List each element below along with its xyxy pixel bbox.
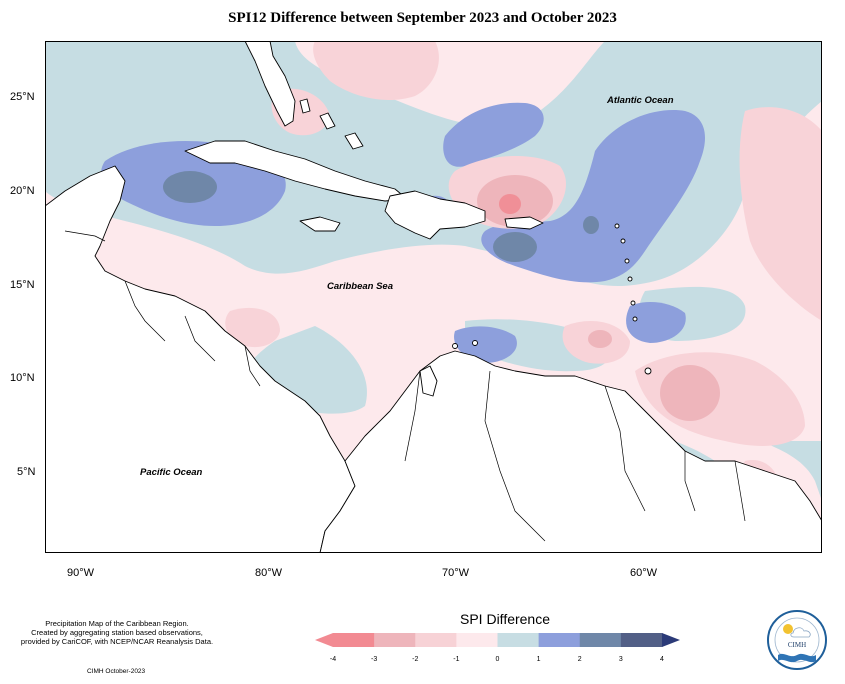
legend-tick-label: 0 — [496, 656, 500, 663]
positive-3-areas — [163, 171, 599, 262]
legend-title: SPI Difference — [460, 611, 551, 627]
x-label-70w: 70°W — [442, 567, 470, 579]
legend-tick-label: 1 — [537, 656, 541, 663]
hispaniola-land — [384, 190, 486, 240]
negative-4-areas — [499, 194, 521, 214]
notes-line-2: Created by aggregating station based obs… — [31, 628, 203, 637]
legend-arrow-low — [315, 633, 333, 647]
legend-swatch — [538, 633, 581, 647]
land-outlines — [45, 41, 822, 553]
y-label-10n: 10°N — [10, 372, 35, 384]
legend-swatch — [415, 633, 457, 647]
puerto-rico-land — [504, 216, 544, 230]
legend-tick-label: 2 — [578, 656, 582, 663]
cloud-icon — [790, 627, 811, 638]
x-label-90w: 90°W — [67, 567, 95, 579]
spi-color-legend: -4 -3 -2 -1 0 1 2 3 4 — [315, 633, 680, 663]
notes-line-3: provided by CariCOF, with NCEP/NCAR Rean… — [20, 637, 214, 646]
pacific-ocean-label: Pacific Ocean — [140, 467, 203, 478]
legend-swatch — [579, 633, 622, 647]
notes-line-1: Precipitation Map of the Caribbean Regio… — [45, 619, 189, 628]
wave-icon — [778, 653, 816, 663]
cimh-logo: CIMH — [767, 610, 827, 670]
south-america-land — [319, 350, 822, 553]
y-label-20n: 20°N — [10, 185, 35, 197]
legend-tick-label: -4 — [330, 656, 336, 663]
legend-swatch — [456, 633, 498, 647]
legend-tick-label: -3 — [371, 656, 377, 663]
legend-swatch — [374, 633, 416, 647]
maracaibo-lake — [419, 365, 438, 397]
caribbean-sea-label: Caribbean Sea — [327, 281, 393, 292]
legend-tick-label: 4 — [660, 656, 664, 663]
legend-arrow-high — [662, 633, 680, 647]
credit-text: CIMH October-2023 — [87, 668, 146, 675]
y-label-5n: 5°N — [17, 466, 36, 478]
logo-text: CIMH — [788, 641, 806, 649]
legend-swatch — [620, 633, 663, 647]
y-label-25n: 25°N — [10, 91, 35, 103]
spi-difference-map: Atlantic Ocean Caribbean Sea Pacific Oce… — [45, 41, 822, 553]
jamaica-land — [299, 216, 341, 232]
country-borders — [64, 230, 746, 542]
x-label-80w: 80°W — [255, 567, 283, 579]
legend-tick-label: -1 — [453, 656, 459, 663]
legend-swatch — [497, 633, 540, 647]
legend-tick-label: 3 — [619, 656, 623, 663]
map-notes: Precipitation Map of the Caribbean Regio… — [12, 619, 222, 646]
legend-tick-label: -2 — [412, 656, 418, 663]
legend-bar — [315, 633, 680, 647]
atlantic-ocean-label: Atlantic Ocean — [606, 95, 674, 106]
legend-swatch — [333, 633, 375, 647]
florida-land — [244, 41, 296, 127]
sun-icon — [783, 624, 793, 634]
x-label-60w: 60°W — [630, 567, 658, 579]
legend-ticks: -4 -3 -2 -1 0 1 2 3 4 — [330, 656, 664, 663]
map-title: SPI12 Difference between September 2023 … — [228, 10, 617, 26]
negative-3-areas — [477, 175, 720, 421]
y-label-15n: 15°N — [10, 279, 35, 291]
map-border — [45, 41, 822, 553]
